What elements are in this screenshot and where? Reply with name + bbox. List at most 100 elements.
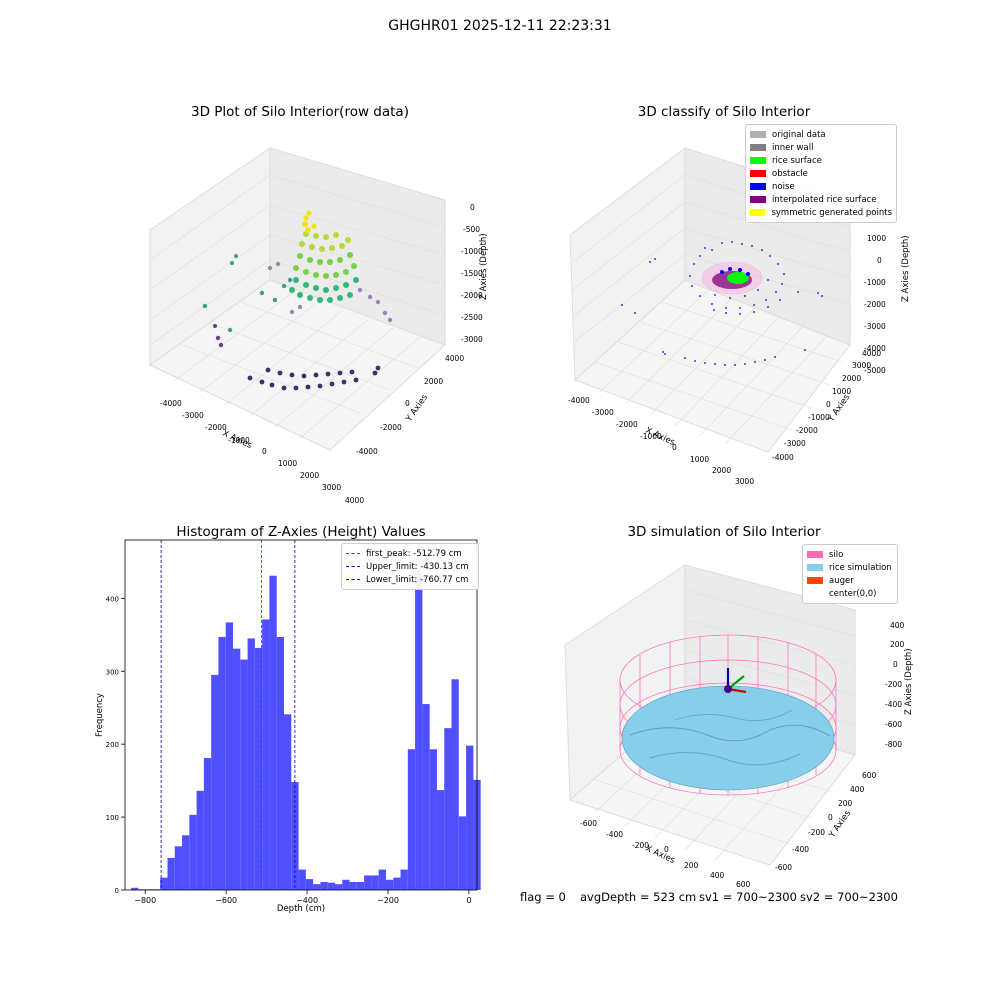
sim-xtick: -400 [606, 830, 623, 839]
sim-legend-entry: auger [807, 574, 893, 587]
sim-ytick: -600 [775, 863, 792, 872]
classify-legend-entry: rice surface [750, 154, 892, 167]
histogram-bar [167, 857, 175, 890]
histogram-bar [269, 575, 277, 890]
raw-ytick: -2000 [380, 423, 402, 432]
sim-ytick: 600 [862, 771, 877, 780]
histogram-legend-entry: Upper_limit: -430.13 cm [346, 560, 474, 573]
sim-ztick: 200 [890, 640, 905, 649]
raw-ztick: 0 [470, 203, 475, 212]
histogram-chart: −800 −600 −400 −200 0 0 100 200 300 400 Depth (c… [95, 539, 481, 914]
sim-ztick: -200 [885, 680, 902, 689]
histogram-bar [233, 648, 241, 890]
raw-point-cloud [202, 210, 393, 391]
sim-ztick: -800 [885, 740, 902, 749]
raw-ytick: -4000 [356, 447, 378, 456]
classify-zlabel: Z Axies (Depth) [901, 235, 911, 302]
classify-legend-swatch [750, 131, 766, 138]
raw-ztick: -2500 [461, 313, 483, 322]
classify-legend-entry: inner wall [750, 141, 892, 154]
histogram-bar [422, 704, 430, 890]
classify-legend-entry: obstacle [750, 167, 892, 180]
sim-ztick: 0 [893, 660, 898, 669]
classify-xtick: 3000 [735, 477, 754, 486]
histogram-legend-swatch [346, 566, 360, 567]
histogram-bar [334, 884, 343, 890]
raw-ytick: 0 [405, 399, 410, 408]
raw-ylabel: Y Axies [404, 392, 431, 424]
classify-ytick: 2000 [842, 374, 861, 383]
classify-legend-label: interpolated rice surface [772, 194, 877, 205]
histogram-bar [407, 749, 416, 890]
histogram-bar [276, 636, 285, 890]
histogram-bar [356, 881, 365, 890]
histogram-xtick-label: 0 [466, 896, 471, 905]
classify-legend-label: obstacle [772, 168, 808, 179]
sim-legend-label: rice simulation [829, 562, 892, 573]
classify-xtick: -3000 [592, 408, 614, 417]
histogram-bar [211, 674, 219, 890]
sim-xtick: 600 [736, 880, 751, 889]
classify-xtick: -2000 [616, 420, 638, 429]
raw-xtick: 1000 [278, 459, 297, 468]
classify-legend-swatch [750, 170, 766, 177]
classify-ztick: -5000 [864, 366, 886, 375]
histogram-bar [349, 881, 357, 890]
raw-3d-plot: -4000 -3000 -2000 -1000 0 1000 2000 3000… [149, 147, 489, 505]
classify-xtick: 1000 [690, 455, 709, 464]
raw-xtick: -3000 [182, 411, 204, 420]
histogram-xlabel: Depth (cm) [277, 904, 325, 914]
raw-zlabel: Z Axies (Depth) [479, 233, 489, 300]
sim-ztick: 400 [890, 621, 905, 630]
auger-arrows [724, 668, 747, 694]
sim-xtick: 400 [710, 871, 725, 880]
classify-xtick: -1000 [640, 432, 662, 441]
histogram-bar [225, 622, 234, 890]
classify-legend-swatch [750, 209, 766, 216]
histogram-bar [364, 875, 372, 890]
simulation-legend: silo rice simulation auger center(0,0) [802, 544, 898, 604]
classify-legend: original data inner wall rice surface obsta… [745, 124, 897, 223]
classify-ztick: -4000 [864, 344, 886, 353]
raw-xtick: -1000 [228, 436, 250, 445]
histogram-ylabel: Frequency [95, 693, 105, 737]
flag-text: flag = 0 [520, 890, 566, 904]
classify-ztick: 1000 [867, 234, 886, 243]
histogram-bar [284, 714, 292, 890]
sim-legend-swatch [807, 551, 823, 558]
classify-legend-entry: original data [750, 128, 892, 141]
classify-legend-entry: interpolated rice surface [750, 193, 892, 206]
histogram-bar [247, 638, 255, 890]
histogram-bar [378, 869, 386, 890]
histogram-bar [305, 879, 314, 890]
histogram-ytick-label: 200 [106, 741, 119, 749]
sim-ztick: -400 [885, 700, 902, 709]
sim-legend-label: center(0,0) [829, 588, 877, 599]
sim-ytick: -200 [808, 828, 825, 837]
classify-xtick: 2000 [712, 466, 731, 475]
raw-plot-title: 3D Plot of Silo Interior(row data) [191, 104, 409, 120]
histogram-bar [218, 636, 226, 890]
classify-legend-label: inner wall [772, 142, 814, 153]
classify-ytick: 3000 [852, 361, 871, 370]
classify-ytick: 0 [826, 400, 831, 409]
raw-xtick: 0 [262, 447, 267, 456]
histogram-legend-swatch [346, 553, 360, 554]
histogram-bar [371, 875, 379, 890]
histogram-bar [458, 816, 467, 890]
histogram-bar [196, 790, 204, 890]
histogram-bar [240, 659, 248, 890]
classify-legend-label: original data [772, 129, 826, 140]
histogram-bar [160, 877, 168, 890]
sim-xtick: 200 [684, 861, 699, 870]
histogram-bar [400, 869, 408, 890]
classify-point-cloud [621, 241, 823, 366]
classify-ytick: 1000 [832, 387, 851, 396]
classify-legend-label: symmetric generated points [771, 207, 892, 218]
classify-ztick: -3000 [864, 322, 886, 331]
raw-xtick: -2000 [205, 423, 227, 432]
classify-ytick: -2000 [796, 426, 818, 435]
raw-xtick: 3000 [322, 483, 341, 492]
histogram-bar [385, 879, 394, 890]
sim-xlabel: X Axies [644, 844, 677, 867]
